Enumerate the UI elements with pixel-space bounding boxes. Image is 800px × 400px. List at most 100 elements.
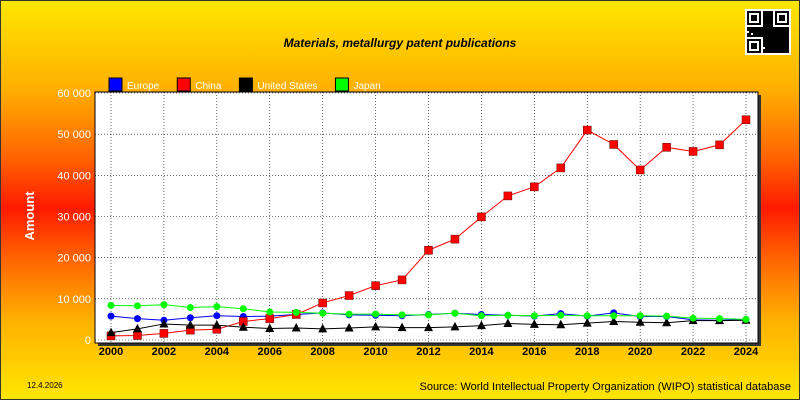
data-point-united-states [159, 318, 169, 328]
source-note: Source: World Intellectual Property Orga… [419, 381, 791, 393]
x-tick-label: 2014 [469, 346, 494, 358]
data-point-china [609, 140, 618, 149]
x-tick-label: 2022 [681, 346, 705, 358]
data-point-japan [742, 315, 750, 323]
data-point-japan [398, 311, 406, 319]
data-point-china [715, 140, 724, 150]
data-point-united-states [371, 321, 381, 331]
x-tick-label: 2016 [522, 346, 546, 358]
data-point-china [477, 212, 486, 222]
x-tick-label: 2020 [628, 346, 652, 358]
y-tick-label: 50 000 [57, 129, 91, 141]
legend-label: United States [257, 81, 317, 92]
data-point-united-states [609, 316, 619, 325]
data-point-china [397, 275, 407, 285]
data-point-japan [186, 303, 194, 311]
legend-swatch [176, 77, 191, 92]
y-axis-label: Amount [22, 191, 37, 241]
data-point-japan [610, 312, 618, 320]
data-point-china [635, 165, 645, 175]
data-point-japan [133, 302, 141, 310]
data-point-europe [107, 312, 115, 320]
data-point-japan [689, 314, 697, 322]
x-tick-label: 2000 [99, 346, 123, 358]
x-tick-label: 2004 [205, 346, 230, 358]
data-point-united-states [291, 323, 301, 332]
data-point-europe [213, 312, 221, 320]
data-point-china [556, 163, 566, 173]
y-tick-label: 10 000 [57, 294, 91, 306]
data-point-united-states [106, 327, 116, 337]
data-point-japan [557, 311, 565, 319]
data-point-united-states [212, 320, 222, 329]
data-point-japan [477, 312, 485, 320]
data-point-japan [583, 312, 591, 320]
data-point-japan [319, 309, 327, 317]
data-point-united-states [132, 323, 142, 333]
y-tick-label: 30 000 [57, 212, 91, 224]
y-tick-label: 20 000 [57, 253, 91, 265]
data-point-united-states [397, 322, 407, 332]
data-point-united-states [344, 323, 354, 332]
data-point-china [424, 246, 433, 255]
data-point-japan [504, 311, 512, 319]
x-tick-label: 2010 [363, 346, 387, 358]
date-stamp: 12.4.2026 [27, 381, 63, 390]
axis-ticks: 0 10 000 20 000 30 000 40 000 50 000 60 000 200… [57, 88, 759, 358]
data-point-europe [186, 314, 194, 322]
x-tick-label: 2018 [575, 346, 599, 358]
data-point-united-states [556, 319, 566, 329]
data-point-japan [716, 315, 724, 323]
legend-swatch [334, 77, 349, 92]
data-point-japan [292, 308, 300, 316]
data-point-china [741, 115, 751, 125]
data-point-united-states [476, 320, 486, 330]
y-tick-label: 60 000 [57, 88, 91, 100]
data-point-japan [239, 305, 247, 313]
data-point-united-states [450, 321, 460, 331]
data-point-japan [107, 301, 115, 309]
data-point-china [530, 182, 539, 192]
x-tick-label: 2012 [416, 346, 440, 358]
data-point-japan [213, 303, 221, 311]
data-point-china [265, 314, 274, 323]
data-point-japan [663, 312, 671, 320]
data-point-china [662, 143, 671, 152]
data-point-china [318, 298, 327, 308]
data-point-europe [133, 315, 141, 323]
data-point-japan [530, 312, 538, 320]
x-tick-label: 2024 [734, 346, 759, 358]
plot-area [95, 92, 758, 343]
data-point-china [503, 191, 513, 201]
x-tick-label: 2008 [310, 346, 334, 358]
y-tick-label: 40 000 [57, 170, 91, 182]
data-point-china [450, 234, 460, 244]
legend-label: Japan [353, 81, 380, 92]
data-point-united-states [318, 323, 328, 333]
plot-border [94, 91, 759, 344]
data-point-united-states [424, 322, 433, 332]
data-point-united-states [238, 322, 248, 331]
series-layer [106, 115, 751, 341]
data-point-japan [636, 312, 644, 320]
legend-swatch [238, 77, 253, 92]
data-point-china [371, 281, 380, 290]
data-point-united-states [529, 319, 539, 328]
legend-label: Europe [127, 81, 160, 92]
y-tick-label: 0 [85, 335, 91, 347]
data-point-japan [451, 309, 459, 317]
legend: Europe China United States Japan [108, 77, 381, 92]
data-point-united-states [265, 323, 275, 332]
chart-title: Materials, metallurgy patent publication… [283, 36, 517, 50]
data-point-united-states [582, 318, 592, 327]
data-point-japan [345, 310, 353, 318]
x-tick-label: 2006 [258, 346, 282, 358]
data-point-united-states [662, 317, 672, 327]
data-point-china [688, 147, 698, 156]
x-tick-label: 2002 [152, 346, 176, 358]
legend-swatch [108, 77, 123, 92]
data-point-china [159, 329, 169, 338]
data-point-china [344, 291, 354, 300]
